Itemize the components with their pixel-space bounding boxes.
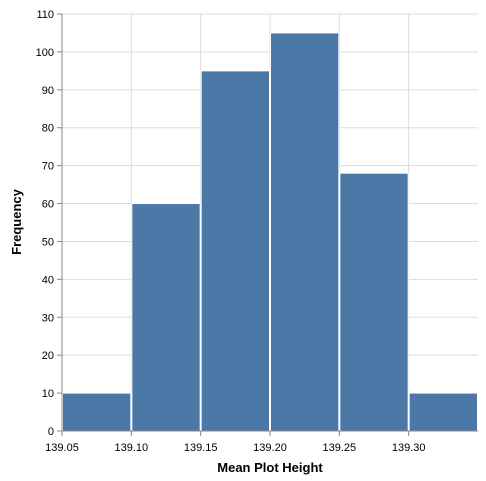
- x-tick-label: 139.05: [45, 442, 79, 454]
- y-tick-label: 30: [42, 312, 54, 324]
- y-tick-label: 50: [42, 236, 54, 248]
- y-tick-label: 20: [42, 350, 54, 362]
- x-tick-label: 139.25: [323, 442, 357, 454]
- x-tick-label: 139.10: [115, 442, 149, 454]
- y-tick-label: 80: [42, 123, 54, 135]
- y-tick-label: 60: [42, 199, 54, 211]
- y-tick-label: 110: [36, 9, 54, 21]
- bar: [339, 172, 409, 432]
- x-tick-label: 139.20: [253, 442, 287, 454]
- bar: [62, 392, 132, 432]
- bar: [131, 203, 201, 432]
- y-tick-label: 100: [36, 47, 54, 59]
- x-axis-title: Mean Plot Height: [217, 460, 323, 475]
- y-tick-label: 0: [48, 426, 54, 438]
- x-tick-label: 139.30: [392, 442, 426, 454]
- y-tick-label: 10: [42, 388, 54, 400]
- y-tick-label: 90: [42, 85, 54, 97]
- bar: [270, 32, 340, 432]
- y-tick-label: 40: [42, 274, 54, 286]
- bar: [200, 70, 271, 432]
- x-tick-label: 139.15: [184, 442, 218, 454]
- y-tick-label: 70: [42, 161, 54, 173]
- bar: [408, 392, 478, 432]
- y-axis-title: Frequency: [9, 188, 24, 255]
